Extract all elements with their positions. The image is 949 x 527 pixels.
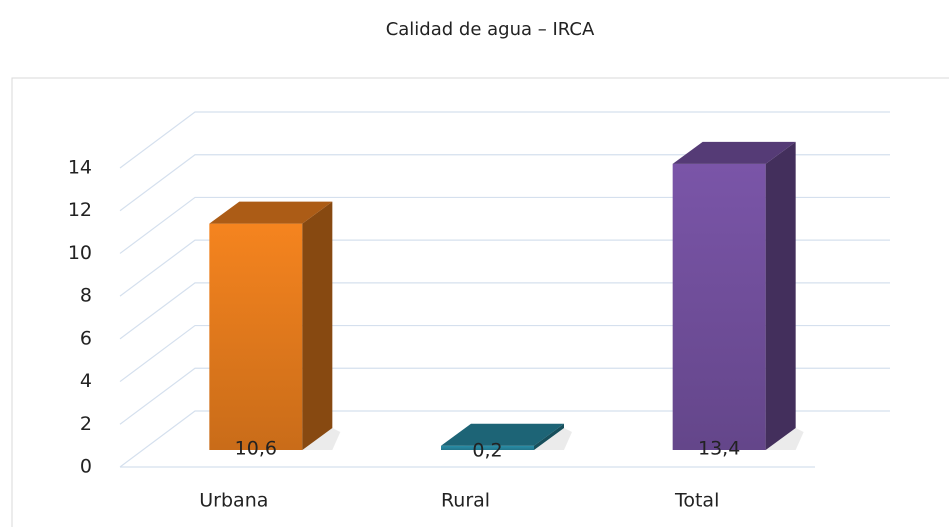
bar [672, 163, 766, 451]
y-tick-label: 14 [68, 157, 92, 179]
grid-line [119, 111, 890, 169]
y-tick-label: 2 [80, 413, 92, 435]
bar-side [534, 423, 564, 450]
bar [209, 223, 303, 450]
data-label: 10,6 [235, 438, 277, 460]
grid-line [119, 239, 890, 297]
bar-side [765, 141, 796, 451]
y-tick-label: 6 [80, 327, 92, 349]
y-tick-label: 4 [80, 370, 92, 392]
bar [441, 445, 534, 450]
grid-line [119, 367, 890, 425]
grid-line [119, 154, 890, 212]
grid-line [119, 410, 890, 468]
y-tick-label: 0 [80, 456, 92, 478]
x-tick-label: Urbana [199, 490, 268, 512]
grid-line [119, 324, 890, 383]
y-tick-label: 8 [80, 285, 92, 307]
y-tick-label: 12 [68, 199, 92, 221]
bar-top [672, 141, 796, 164]
bar-top [209, 201, 333, 224]
data-label: 0,2 [472, 439, 502, 461]
y-tick-label: 10 [68, 242, 92, 264]
grid-line [119, 282, 890, 340]
bar-side [302, 201, 333, 450]
x-tick-label: Total [674, 490, 719, 512]
x-tick-label: Rural [441, 490, 490, 512]
bar-top [441, 423, 564, 446]
grid-line [119, 196, 890, 254]
chart-title: Calidad de agua – IRCA [386, 19, 595, 40]
data-label: 13,4 [698, 438, 740, 460]
